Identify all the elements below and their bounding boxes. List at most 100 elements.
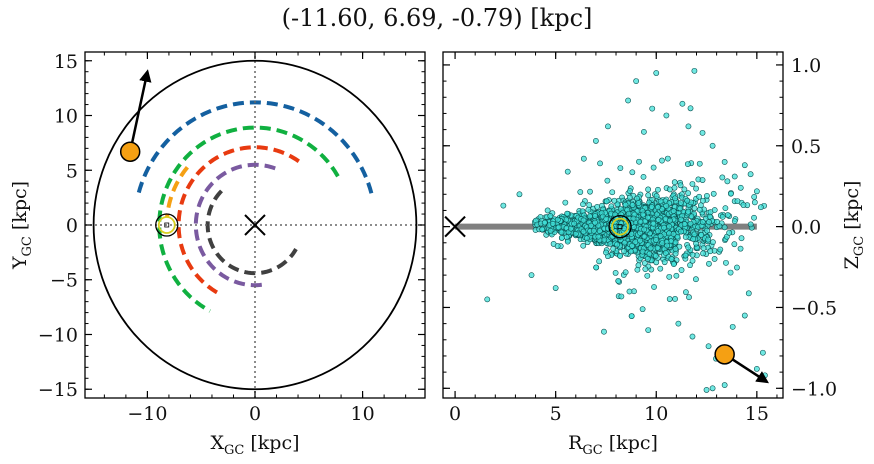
star-point xyxy=(696,206,703,213)
star-point xyxy=(677,182,684,189)
star-point xyxy=(678,216,684,223)
star-point xyxy=(583,235,590,242)
star-point xyxy=(678,199,684,206)
spiral-arm xyxy=(165,166,189,218)
star-point xyxy=(666,217,673,224)
star-point xyxy=(668,256,675,262)
star-point xyxy=(662,250,669,256)
star-point xyxy=(704,193,710,199)
star-point xyxy=(672,195,678,202)
star-point xyxy=(554,243,561,249)
star-point xyxy=(590,227,597,234)
star-point xyxy=(709,142,716,149)
star-point xyxy=(618,220,624,227)
star-point xyxy=(625,210,632,217)
star-point xyxy=(558,234,565,241)
star-point xyxy=(625,97,631,104)
star-point xyxy=(685,123,692,130)
star-point xyxy=(641,233,648,240)
y-tick-label: 0 xyxy=(66,215,78,237)
star-point xyxy=(637,237,643,244)
velocity-arrow xyxy=(128,69,152,153)
star-point xyxy=(659,240,666,246)
y-tick-label: 1.0 xyxy=(791,55,821,77)
star-point xyxy=(734,264,740,271)
star-point xyxy=(710,190,717,197)
star-point xyxy=(681,221,688,227)
star-point xyxy=(604,177,611,184)
star-point xyxy=(595,233,602,240)
star-point xyxy=(689,333,696,340)
star-point xyxy=(651,284,657,290)
star-point xyxy=(592,213,598,219)
star-point xyxy=(698,232,705,238)
star-point xyxy=(664,155,671,162)
star-point xyxy=(632,239,639,245)
left-ticks: −10 0 10 −15 −10 −5 0 5 10 15 xyxy=(38,51,425,425)
star-point xyxy=(634,266,641,273)
sun-marker-outer xyxy=(155,213,179,237)
y-tick-label: 5 xyxy=(66,160,78,182)
right-panel: 0 5 10 15 −1.0 −0.5 0.0 0.5 1.0 RGC [kpc] ZGC [k… xyxy=(442,51,867,458)
star-point xyxy=(682,252,689,259)
star-point xyxy=(681,186,688,193)
star-point xyxy=(580,228,587,235)
star-point xyxy=(721,159,728,165)
star-point xyxy=(687,220,694,227)
star-point xyxy=(751,193,758,200)
star-point xyxy=(645,327,652,333)
star-point xyxy=(705,343,712,350)
star-point xyxy=(484,296,491,303)
star-point xyxy=(751,214,757,221)
star-point xyxy=(603,249,609,256)
star-point xyxy=(645,186,652,193)
star-point xyxy=(706,260,712,267)
star-point xyxy=(737,245,744,252)
star-point xyxy=(617,252,623,259)
x-tick-label: 10 xyxy=(351,403,375,425)
y-tick-label: −1.0 xyxy=(791,378,837,400)
star-point xyxy=(577,189,584,195)
star-point xyxy=(722,205,729,212)
star-point xyxy=(612,270,619,276)
star-point xyxy=(678,267,685,273)
star-point xyxy=(628,248,634,255)
star-point xyxy=(719,174,726,181)
spiral-arm xyxy=(157,125,340,313)
star-point xyxy=(700,197,706,204)
star-point xyxy=(644,214,651,221)
star-point xyxy=(685,190,692,197)
sun-marker-outer xyxy=(608,214,632,239)
star-point xyxy=(580,242,587,249)
x-tick-label: 5 xyxy=(550,403,562,425)
star-point xyxy=(711,256,718,262)
star-point xyxy=(711,207,718,213)
star-point xyxy=(759,349,766,356)
star-point xyxy=(693,185,699,192)
star-point xyxy=(689,257,696,264)
star-point xyxy=(608,203,615,210)
object-marker xyxy=(714,344,735,365)
star-point xyxy=(539,226,546,233)
star-point xyxy=(700,245,707,251)
star-point xyxy=(689,181,696,187)
star-point xyxy=(677,205,684,212)
star-point xyxy=(663,202,670,209)
star-point xyxy=(727,269,734,276)
sun-marker-center xyxy=(617,224,623,230)
star-point xyxy=(633,78,640,84)
star-point xyxy=(647,245,654,252)
star-point xyxy=(740,202,747,208)
star-point xyxy=(734,198,741,204)
galactic-center-marker xyxy=(244,214,266,236)
star-point xyxy=(516,191,523,198)
star-point xyxy=(580,201,586,208)
star-point xyxy=(687,105,694,112)
left-markers xyxy=(119,69,266,237)
star-point xyxy=(729,323,736,330)
star-point xyxy=(691,67,698,74)
star-point xyxy=(640,173,647,180)
star-point xyxy=(605,123,611,130)
y-tick-label: 0.5 xyxy=(791,136,821,158)
